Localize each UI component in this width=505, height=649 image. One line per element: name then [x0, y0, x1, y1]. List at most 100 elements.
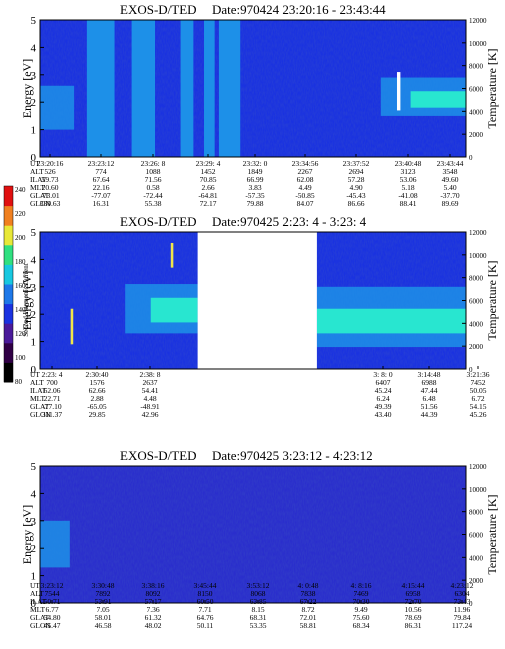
table-cell: 7452: [471, 378, 486, 387]
y2-tick-label: 12000: [469, 17, 487, 25]
colorbar-segment: [4, 225, 13, 246]
y2-tick-label: 6000: [469, 532, 484, 540]
table-row-label: ILAT: [30, 175, 47, 184]
table-cell: 7.36: [146, 605, 159, 614]
table-cell: 23:32: 0: [243, 159, 268, 168]
feature-column: [204, 20, 215, 157]
table-cell: 61.32: [145, 613, 162, 622]
colorbar-segment: [4, 205, 13, 226]
panel-title: EXOS-D/TED: [120, 448, 197, 463]
y2-tick-label: 6000: [469, 86, 484, 94]
table-cell: 6.77: [45, 605, 58, 614]
plot-noise: [40, 466, 466, 603]
table-cell: 72.17: [200, 199, 217, 208]
table-cell: -64.81: [198, 191, 218, 200]
table-row-label: GLAT: [30, 402, 50, 411]
table-cell: 8.15: [251, 605, 264, 614]
table-cell: 71.56: [145, 175, 162, 184]
colorbar-tick-label: 120: [15, 330, 26, 338]
y2-axis-label: Temperature [K]: [485, 260, 499, 340]
y2-tick-label: 4000: [469, 554, 484, 562]
table-cell: 58.81: [300, 621, 317, 630]
table-cell: 526: [44, 167, 56, 176]
table-cell: 16.31: [93, 199, 110, 208]
table-cell: 1576: [90, 378, 105, 387]
table-cell: 3:21:36: [467, 370, 490, 379]
feature-spike: [70, 308, 74, 345]
table-cell: 7.71: [198, 605, 211, 614]
table-cell: 9.49: [354, 605, 367, 614]
panel-3: EXOS-D/TED Date:970425 3:23:12 - 4:23:12 0…: [20, 448, 499, 630]
y2-tick-label: 8000: [469, 509, 484, 517]
table-cell: 55.38: [145, 199, 162, 208]
table-cell: 50.71: [44, 597, 61, 606]
panel-date: Date:970425 3:23:12 - 4:23:12: [212, 448, 373, 463]
colorbar: 80 100 120 140 160 180 200 220 240 Second Harmoni…: [3, 185, 30, 386]
table-cell: 88.41: [400, 199, 417, 208]
feature-band: [40, 520, 70, 568]
y-tick-label: 3: [31, 516, 37, 528]
colorbar-segment: [4, 244, 13, 265]
table-cell: 8150: [198, 589, 213, 598]
y-tick-label: 3: [31, 70, 37, 82]
table-cell: 10.56: [405, 605, 422, 614]
table-cell: 68.34: [353, 621, 370, 630]
table-cell: 4:15:44: [402, 581, 425, 590]
colorbar-tick-label: 100: [15, 354, 26, 362]
y-tick-label: 1: [31, 337, 37, 349]
y2-tick-label: 8000: [469, 63, 484, 71]
panel-title: EXOS-D/TED: [120, 214, 197, 229]
table-row-label: MLT: [30, 605, 46, 614]
colorbar-tick-label: 240: [15, 186, 26, 194]
table-cell: 44.39: [421, 410, 438, 419]
colorbar-frame: [3, 185, 14, 383]
table-cell: 700: [46, 378, 58, 387]
feature-spike: [170, 242, 174, 268]
table-cell: 23:37:52: [343, 159, 370, 168]
y2-tick-label: 4000: [469, 108, 484, 116]
table-cell: 42.96: [142, 410, 159, 419]
table-row-label: MLT: [30, 394, 46, 403]
table-cell: 8.72: [301, 605, 314, 614]
table-cell: 86.66: [348, 199, 365, 208]
table-cell: 774: [95, 167, 107, 176]
table-cell: 58.01: [95, 613, 112, 622]
table-cell: 3:14:48: [418, 370, 441, 379]
feature-spike: [396, 72, 401, 111]
table-cell: -65.05: [87, 402, 107, 411]
colorbar-segment: [4, 303, 13, 324]
y2-axis-label: Temperature [K]: [485, 48, 499, 128]
colorbar-segment: [4, 264, 13, 285]
table-cell: 3:45:44: [194, 581, 217, 590]
table-cell: 6304: [455, 589, 470, 598]
table-cell: 22.16: [93, 183, 110, 192]
table-cell: 3123: [401, 167, 416, 176]
table-cell: 3.83: [248, 183, 261, 192]
table-cell: 50.11: [197, 621, 214, 630]
table-cell: 5.18: [401, 183, 414, 192]
table-cell: 23:43:44: [437, 159, 464, 168]
y2-tick-label: 10000: [469, 486, 487, 494]
colorbar-tick-label: 180: [15, 258, 26, 266]
table-cell: 4: 8:16: [350, 581, 371, 590]
table-cell: 7.05: [96, 605, 109, 614]
table-cell: -77.10: [42, 402, 62, 411]
table-row-label: MLT: [30, 183, 46, 192]
data-gap: [197, 231, 317, 370]
table-row-label: ALT: [30, 167, 44, 176]
table-cell: 86.31: [405, 621, 422, 630]
y-axis-label: Energy [eV]: [20, 59, 34, 118]
table-cell: 4.90: [349, 183, 362, 192]
table-cell: 8092: [146, 589, 161, 598]
table-cell: 62.06: [44, 386, 61, 395]
table-row-label: ALT: [30, 378, 44, 387]
feature-column: [218, 20, 241, 157]
table-cell: 4: 0:48: [297, 581, 318, 590]
table-cell: 63.85: [250, 597, 267, 606]
table-cell: 23:23:12: [88, 159, 115, 168]
table-row-label: UT: [30, 581, 40, 590]
table-cell: 45.47: [44, 621, 61, 630]
table-cell: 2:30:40: [86, 370, 109, 379]
table-cell: 89.69: [442, 199, 459, 208]
table-cell: -72.44: [143, 191, 163, 200]
